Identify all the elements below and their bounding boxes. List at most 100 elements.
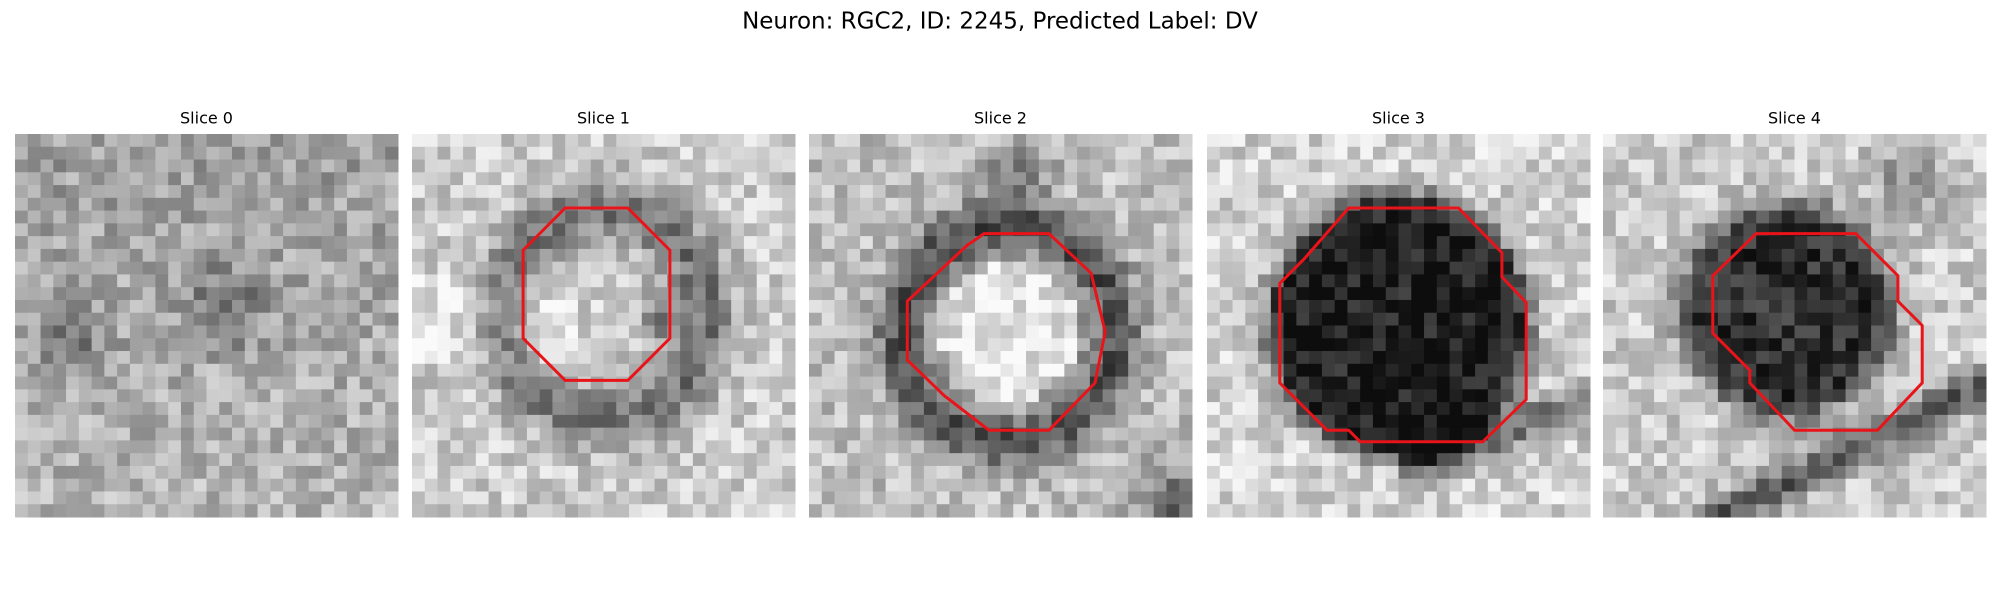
pixel [488,223,502,237]
pixel [1845,185,1859,199]
pixel [885,376,899,390]
pixel [1436,236,1451,250]
pixel [1679,312,1693,326]
pixel [501,248,515,263]
pixel [911,389,925,403]
pixel [936,312,950,326]
pixel [1436,414,1451,429]
pixel [346,465,361,480]
pixel [1526,453,1540,467]
pixel [1743,453,1757,467]
pixel [308,172,322,186]
pixel [1115,504,1129,518]
pixel [488,363,502,378]
pixel [1115,223,1129,237]
pixel [1038,389,1053,403]
pixel [743,248,758,263]
pixel [1309,504,1323,518]
pixel [463,159,477,173]
pixel [1781,172,1795,186]
pixel [488,465,502,480]
pixel [501,414,515,429]
pixel [1960,197,1974,212]
pixel [334,261,348,275]
pixel [1064,223,1078,237]
pixel [334,351,348,365]
pixel [488,376,502,390]
pixel [27,465,42,480]
pixel [450,363,464,378]
image-panel [1603,134,1987,518]
pixel [860,504,874,518]
pixel [1603,223,1617,237]
pixel [359,312,373,326]
pixel [308,159,322,173]
pixel [1026,261,1040,275]
pixel [232,325,246,339]
pixel [1207,299,1221,314]
pixel [1922,453,1936,467]
pixel [1424,172,1438,186]
pixel [1064,172,1078,186]
pixel [1832,414,1847,429]
pixel [1000,376,1014,390]
pixel [1641,159,1655,173]
pixel [1258,261,1272,275]
pixel [743,465,758,480]
pixel [1207,389,1221,403]
pixel [1089,236,1104,250]
pixel [1283,223,1297,237]
pixel [1628,134,1642,148]
pixel [488,491,502,505]
pixel [756,159,770,173]
pixel [847,274,861,288]
pixel [1577,172,1591,186]
pixel [308,146,322,161]
pixel [603,363,617,378]
pixel [1679,236,1693,250]
pixel [219,210,233,224]
pixel [1705,376,1719,390]
pixel [1960,287,1974,301]
pixel [1102,197,1116,212]
pixel [936,414,950,429]
pixel [1551,453,1565,467]
pixel [91,172,105,186]
pixel [1922,248,1936,263]
pixel [1449,146,1463,161]
pixel [450,376,464,390]
pixel [641,299,656,314]
pixel [1102,210,1116,224]
pixel [1064,299,1078,314]
pixel [1424,325,1438,339]
pixel [1385,338,1399,352]
pixel [1296,134,1310,148]
pixel [1153,363,1167,378]
pixel [1934,172,1949,186]
pixel [1832,248,1847,263]
pixel [308,287,322,301]
pixel [1564,453,1578,467]
pixel [539,465,553,480]
pixel [501,299,515,314]
pixel [40,491,54,505]
pixel [1781,465,1795,480]
pixel [1207,376,1221,390]
pixel [283,146,297,161]
pixel [667,146,681,161]
pixel [1807,299,1821,314]
pixel [27,134,42,148]
pixel [1781,261,1795,275]
pixel [1551,440,1565,454]
pixel [1436,325,1451,339]
pixel [450,185,464,199]
pixel [923,248,938,263]
pixel [911,299,925,314]
pixel [1013,274,1027,288]
pixel [1309,172,1323,186]
pixel [514,274,528,288]
pixel [1462,159,1476,173]
pixel [1973,376,1987,390]
pixel [219,363,233,378]
pixel [91,504,105,518]
